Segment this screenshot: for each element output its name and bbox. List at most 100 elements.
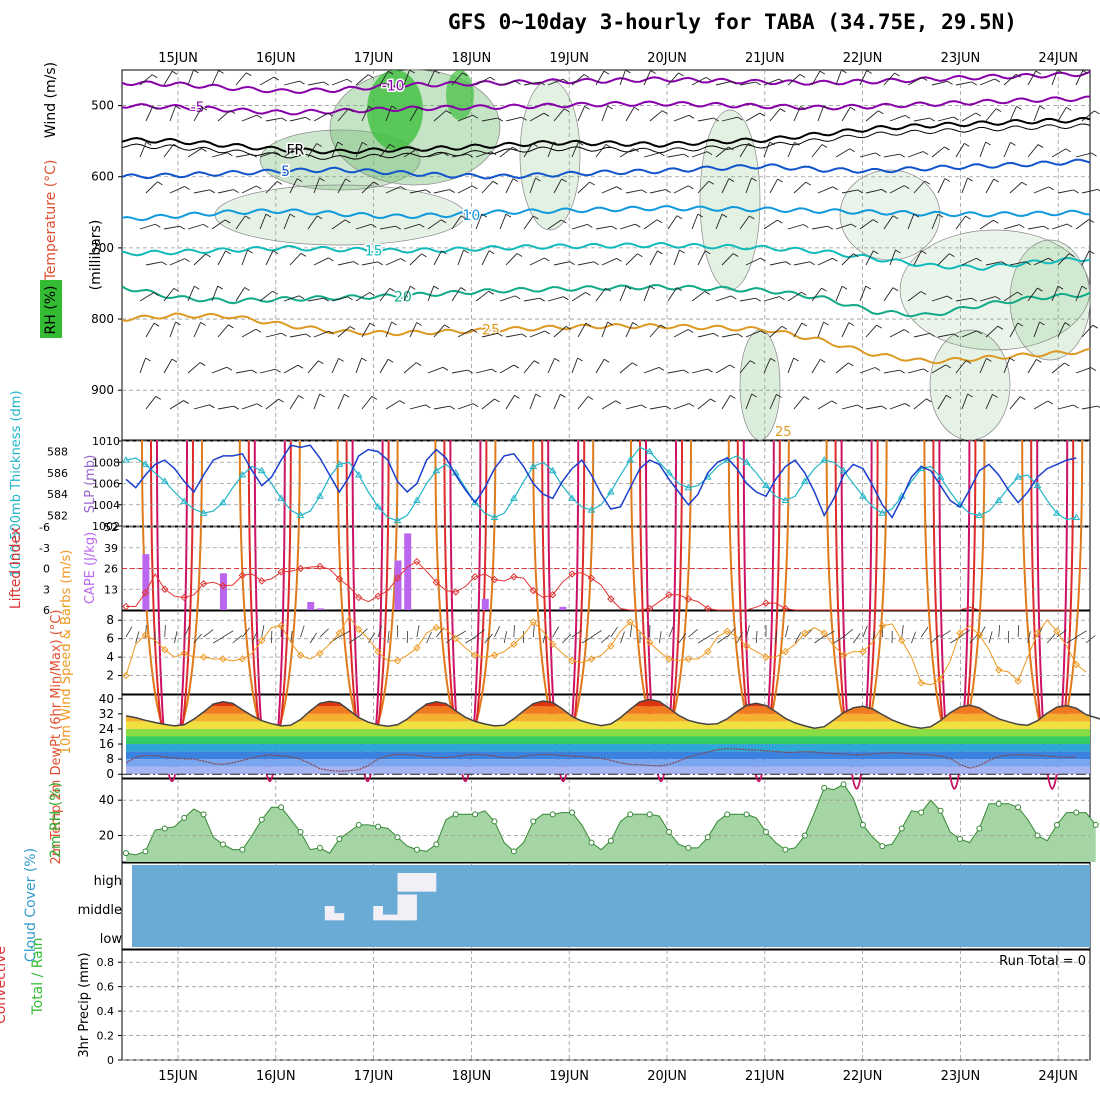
wind-barb	[804, 397, 809, 400]
wind-barb	[657, 220, 662, 223]
rh-point	[511, 849, 516, 854]
wind-barb	[314, 258, 328, 265]
wind-barb	[212, 153, 227, 157]
x-tick-top: 15JUN	[158, 51, 198, 66]
wind-barb	[1010, 182, 1022, 193]
wind-barb	[545, 331, 550, 334]
wind-barb	[814, 636, 824, 643]
wind-barb	[554, 394, 560, 409]
wind-barb	[1052, 70, 1058, 85]
wind-barb	[188, 363, 200, 373]
wind-barb	[890, 403, 905, 409]
wind-barb	[641, 405, 646, 408]
wind-barb	[308, 361, 318, 373]
cape-bar	[220, 573, 227, 610]
wind-barb	[417, 625, 419, 637]
cloud-level-label: middle	[78, 903, 122, 918]
wind-barb	[461, 288, 466, 291]
isotherm-label: -10	[382, 79, 405, 95]
wind-barb	[884, 370, 900, 373]
wind-barb	[875, 153, 880, 156]
wind-barb	[738, 334, 743, 337]
wind-barb	[1067, 224, 1072, 227]
wind-barb	[602, 258, 617, 265]
wind-barb	[844, 629, 853, 637]
wind-barb	[146, 262, 162, 265]
temp-tick-label: 40	[99, 692, 114, 706]
wind-barb	[714, 333, 719, 336]
rh-point	[919, 810, 924, 815]
precip-tick-label: 0	[107, 1054, 114, 1067]
wind-barb	[277, 181, 282, 184]
rh-point	[279, 805, 284, 810]
rh-point	[298, 829, 303, 834]
rh-point	[957, 837, 962, 842]
x-tick-top: 20JUN	[647, 51, 687, 66]
wind-barb	[506, 214, 511, 217]
wind-barb	[698, 118, 714, 121]
wind-barb	[923, 152, 928, 155]
wind-barb	[866, 406, 882, 409]
wind-barb	[674, 250, 679, 265]
wind-barb	[945, 179, 950, 182]
wind-barb	[954, 117, 959, 120]
wind-barb	[282, 333, 287, 336]
wind-barb	[368, 75, 373, 78]
wind-barb	[362, 396, 372, 409]
wind-barb	[226, 251, 231, 254]
wind-barb	[657, 251, 662, 254]
wind-barb	[964, 143, 969, 146]
wind-barb	[794, 323, 802, 337]
wind-barb	[705, 291, 710, 294]
wind-barb	[668, 154, 684, 157]
wind-barb	[650, 251, 657, 265]
wind-barb	[644, 220, 657, 229]
wind-barb	[818, 401, 832, 409]
wind-barb	[392, 322, 397, 325]
wind-barb	[818, 258, 833, 265]
rh-point	[143, 849, 148, 854]
wind-barb	[201, 322, 206, 325]
wind-barb	[257, 115, 262, 118]
wind-barb	[833, 258, 838, 261]
wind-barb	[350, 327, 355, 330]
wind-barb	[604, 71, 609, 74]
wind-barb	[608, 106, 613, 109]
wind-barb	[986, 109, 996, 121]
wind-barb	[456, 631, 466, 637]
wind-barb	[806, 182, 811, 185]
wind-barb	[578, 106, 585, 121]
wind-barb	[708, 369, 713, 372]
rh-point	[725, 812, 730, 817]
wind-barb	[572, 292, 585, 301]
panel-frame-precip	[122, 950, 1090, 1060]
wind-barb	[1004, 74, 1016, 85]
rh-point	[996, 801, 1001, 806]
temp-color-band	[122, 759, 1090, 767]
wind-barb	[980, 79, 995, 85]
wind-barb	[794, 262, 810, 265]
wind-barb	[716, 81, 732, 85]
wind-barb	[1010, 106, 1016, 121]
rh-point	[822, 785, 827, 790]
rh-point	[220, 842, 225, 847]
cape-axis-label: CAPE (J/kg)	[83, 532, 98, 604]
wind-barb	[416, 363, 421, 366]
wind-barb	[585, 106, 590, 109]
wind-barb	[428, 367, 443, 373]
wind-barb	[425, 405, 430, 408]
wind-barb	[443, 367, 448, 370]
wind-barb	[188, 70, 194, 85]
wind-barb	[290, 334, 306, 337]
wind-barb	[339, 358, 344, 361]
wind-barb	[347, 79, 352, 82]
wind-barb	[1044, 226, 1049, 229]
wind-barb	[602, 187, 617, 193]
wind-barb	[810, 262, 815, 265]
wind-barb	[642, 190, 647, 193]
wind-barb	[770, 109, 780, 121]
x-tick-bottom: 23JUN	[941, 1069, 981, 1084]
wind-barb	[662, 111, 667, 114]
wind-barb	[219, 70, 224, 73]
